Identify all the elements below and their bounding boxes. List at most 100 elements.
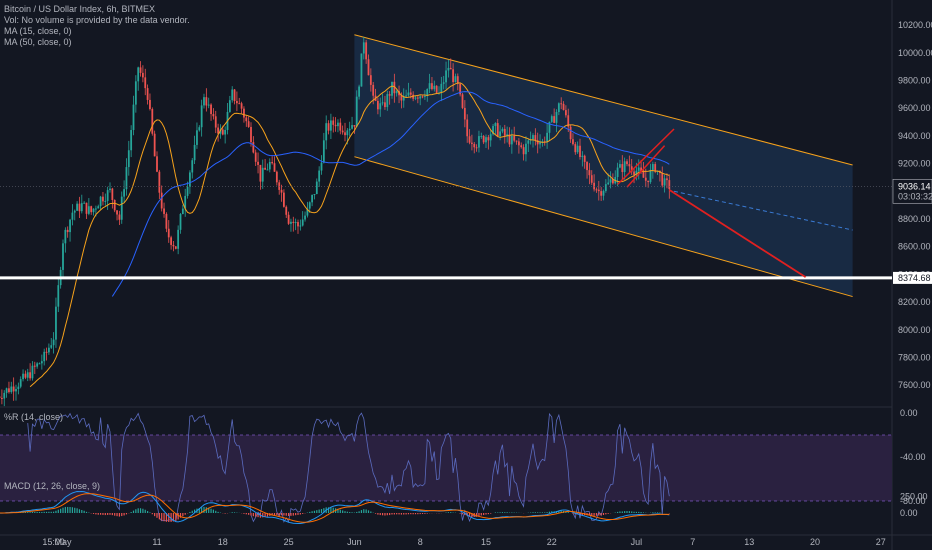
candle-body — [102, 196, 104, 202]
candle-body — [628, 164, 631, 167]
candle-body — [191, 160, 194, 173]
candle-body — [12, 386, 15, 392]
candle-body — [466, 119, 469, 137]
candle-body — [257, 161, 259, 165]
candle-body — [461, 94, 464, 108]
time-tick-label: 15 — [481, 537, 491, 547]
ma15-label[interactable]: MA (15, close, 0) — [4, 26, 72, 36]
candle-body — [562, 103, 565, 111]
macd-legend[interactable]: MACD (12, 26, close, 9) — [4, 481, 101, 491]
candle-body — [452, 69, 454, 83]
price-tick-label: 8600.00 — [898, 242, 931, 252]
price-tick-label: 9200.00 — [898, 159, 931, 169]
candle-body — [17, 386, 20, 390]
time-tick-label: 27 — [876, 537, 886, 547]
candle-body — [196, 130, 198, 145]
candle-body — [407, 92, 410, 96]
candle-body — [238, 103, 241, 105]
candle-body — [90, 206, 93, 213]
wr-legend[interactable]: %R (14, close) — [4, 412, 64, 422]
candle-body — [174, 246, 177, 249]
candle-body — [221, 129, 224, 135]
candle-body — [146, 88, 149, 100]
candle-body — [339, 122, 342, 131]
candle-body — [377, 100, 379, 110]
candle-body — [287, 214, 290, 224]
candle-body — [322, 140, 325, 163]
candle-body — [666, 178, 668, 181]
candle-body — [177, 229, 180, 249]
candle-body — [149, 99, 151, 110]
axes-layer: 10200.00 10000.00 9800.00 9600.00 9400.00 920… — [0, 20, 932, 547]
candle-body — [651, 164, 654, 170]
candle-body — [668, 180, 671, 190]
candle-body — [109, 188, 111, 191]
candle-body — [261, 167, 264, 182]
candle-body — [661, 172, 664, 186]
candle-body — [609, 179, 612, 183]
candle-body — [355, 96, 358, 127]
candle-body — [567, 115, 570, 127]
candle-body — [597, 189, 600, 192]
candle-body — [400, 95, 403, 101]
candle-body — [80, 203, 83, 212]
candle-body — [379, 103, 382, 110]
candle-body — [87, 206, 90, 214]
candle-body — [468, 136, 471, 143]
price-tick-label: 10200.00 — [898, 20, 932, 30]
candle-body — [264, 167, 266, 170]
candle-body — [198, 127, 201, 131]
candle-body — [485, 137, 487, 143]
candle-body — [113, 199, 116, 211]
candle-body — [139, 67, 142, 73]
candle-body — [285, 206, 288, 215]
candle-body — [426, 89, 429, 96]
candle-body — [137, 67, 140, 82]
candle-body — [581, 155, 584, 157]
candle-body — [151, 109, 154, 134]
candle-body — [106, 190, 109, 201]
candle-body — [473, 143, 476, 148]
countdown-label: 03:03:32 — [898, 191, 932, 201]
ma50-label[interactable]: MA (50, close, 0) — [4, 37, 72, 47]
candle-body — [73, 210, 76, 213]
candle-body — [522, 147, 525, 155]
macd-line — [0, 491, 670, 525]
candle-body — [548, 121, 551, 133]
time-tick-label: 20 — [810, 537, 820, 547]
candle-body — [320, 162, 323, 171]
candle-body — [318, 170, 321, 182]
candle-body — [57, 285, 60, 307]
price-tick-label: 9600.00 — [898, 103, 931, 113]
time-tick-label: 8 — [418, 537, 423, 547]
candle-body — [24, 373, 27, 378]
symbol-title[interactable]: Bitcoin / US Dollar Index, 6h, BITMEX — [4, 4, 156, 14]
price-tick-label: 7600.00 — [898, 380, 931, 390]
candle-body — [5, 388, 8, 393]
candle-body — [40, 361, 43, 364]
candle-body — [402, 96, 405, 101]
candle-body — [640, 167, 642, 172]
support-price-tag — [893, 271, 932, 284]
candle-body — [435, 85, 438, 93]
ma50-line — [111, 91, 670, 297]
candle-body — [557, 103, 560, 113]
candle-body — [579, 145, 581, 157]
candle-body — [71, 212, 74, 220]
drawings-layer[interactable] — [0, 128, 892, 280]
candle-body — [454, 76, 457, 83]
candle-body — [45, 351, 48, 353]
candle-body — [644, 177, 647, 181]
candle-body — [144, 77, 147, 89]
current-price-tag — [892, 178, 932, 204]
candle-body — [120, 196, 123, 220]
channel-layer[interactable] — [354, 34, 853, 298]
candle-body — [553, 116, 556, 123]
wedge-lower-line — [626, 145, 666, 188]
candle-body — [440, 83, 443, 93]
candle-body — [569, 126, 572, 140]
candle-body — [358, 86, 360, 97]
candle-body — [170, 237, 172, 245]
candle-body — [203, 97, 205, 106]
